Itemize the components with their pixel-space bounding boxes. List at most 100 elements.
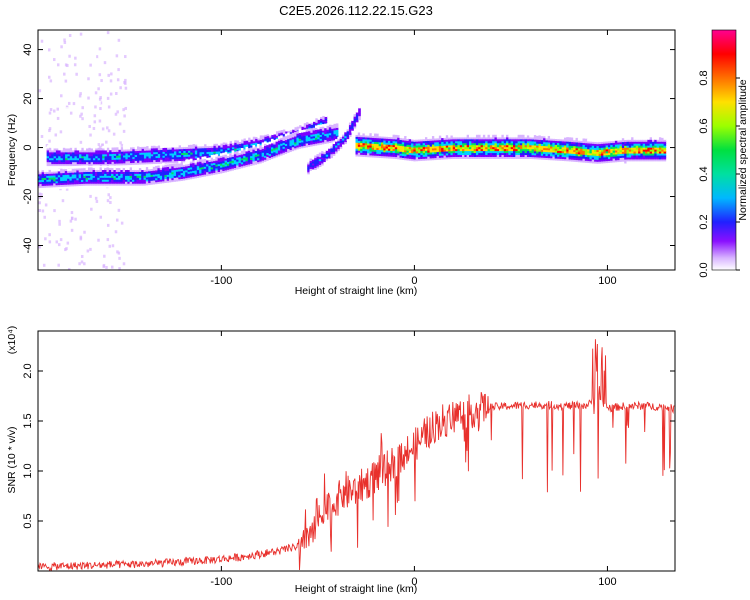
spectrogram-cell [259, 155, 262, 158]
spectrogram-cell [374, 145, 377, 148]
spectrogram-cell [167, 149, 170, 152]
spectrogram-cell [227, 143, 230, 147]
spectrogram-cell [580, 148, 583, 151]
spectrogram-cell [83, 171, 86, 175]
spectrogram-cell [406, 150, 410, 153]
spectrogram-cell [111, 153, 115, 157]
spectrogram-cell [97, 171, 100, 174]
spectrogram-cell [552, 149, 555, 153]
spectrogram-cell [99, 183, 103, 186]
spectrogram-cell [559, 160, 562, 163]
spectrogram-cell [76, 169, 79, 173]
snr-x-tick-label: 0 [411, 576, 417, 588]
spectrogram-cell [141, 146, 145, 149]
spectrogram-cell [53, 209, 56, 213]
spectrogram-cell [353, 121, 357, 125]
spectrogram-cell [376, 135, 379, 139]
spectrogram-cell [333, 127, 337, 131]
spectrogram-cell [658, 158, 662, 162]
spectrogram-cell [189, 159, 193, 162]
spectrogram-cell [155, 167, 158, 171]
spectrogram-cell [575, 145, 579, 149]
spectrogram-cell [529, 140, 532, 144]
spectrogram-cell [125, 167, 128, 171]
spectrogram-cell [206, 171, 209, 175]
spectrogram-cell [348, 132, 352, 135]
spectrogram-cell [238, 137, 242, 141]
spectrogram-cell [224, 165, 228, 169]
spectrogram-cell [385, 146, 389, 149]
spectrogram-cell [619, 153, 623, 157]
spectrogram-cell [118, 167, 121, 171]
spectrogram-cell [307, 169, 310, 173]
spectrogram-cell [206, 173, 209, 177]
spectrogram-cell [104, 149, 108, 153]
spectrogram-cell [190, 150, 193, 153]
spectrogram-cell [136, 158, 140, 161]
spectrogram-cell [120, 149, 124, 152]
snr-x-tick-label: -100 [210, 576, 232, 588]
spectrogram-cell [107, 105, 111, 109]
spectrogram-cell [269, 134, 272, 138]
spectrogram-cell [485, 148, 488, 152]
spectrogram-cell [457, 146, 461, 150]
spectrogram-cell [362, 134, 366, 138]
spectrogram-cell [413, 143, 417, 146]
spectrogram-cell [69, 159, 73, 163]
spectrogram-cell [113, 181, 117, 184]
spectrogram-cell [57, 170, 61, 174]
spectrogram-cell [291, 144, 295, 148]
spectrogram-cell [148, 172, 151, 176]
spectrogram-cell [487, 138, 491, 142]
spectrogram-cell [335, 137, 339, 140]
spectrogram-cell [438, 145, 442, 149]
spectrogram-cell [369, 135, 372, 138]
spectrogram-cell [138, 169, 142, 172]
spectrogram-cell [122, 167, 126, 171]
spectrogram-cell [92, 153, 96, 157]
spectrogram-cell [92, 161, 96, 165]
spectrogram-cell [182, 168, 186, 171]
spectrogram-cell [441, 153, 444, 156]
spectrogram-cell [531, 148, 535, 152]
spectrogram-cell [259, 135, 263, 138]
spectrogram-cell [210, 164, 214, 168]
spectrogram-cell [364, 134, 368, 138]
spectrogram-cell [533, 140, 537, 144]
spectrogram-cell [97, 181, 100, 184]
spectrogram-cell [113, 169, 117, 172]
spectrogram-cell [123, 152, 126, 156]
spectrogram-cell [106, 157, 110, 161]
spectrogram-cell [471, 156, 474, 159]
spectrogram-cell [197, 155, 200, 159]
spectrogram-cell [589, 148, 593, 152]
spectrogram-cell [333, 125, 337, 129]
spectrogram-cell [175, 163, 179, 166]
spectrogram-cell [411, 154, 414, 158]
spectrogram-cell [492, 156, 495, 159]
spectrogram-cell [60, 151, 64, 155]
spectrogram-cell [612, 161, 616, 165]
spectrogram-cell [360, 146, 363, 149]
spectrogram-cell [308, 144, 311, 147]
spectrogram-cell [192, 176, 195, 179]
spectrogram-cell [501, 150, 505, 154]
spectrogram-cell [65, 159, 68, 163]
spectrogram-cell [296, 146, 300, 150]
spectrogram-cell [554, 157, 558, 161]
spectrogram-cell [314, 143, 318, 146]
spectrogram-cell [466, 148, 470, 152]
spectrogram-cell [324, 131, 327, 135]
spectrogram-cell [364, 152, 368, 156]
spectrogram-cell [506, 138, 509, 142]
spectrogram-cell [162, 178, 165, 182]
spectrogram-cell [76, 185, 79, 189]
spectrogram-cell [192, 144, 196, 147]
spectrogram-cell [86, 159, 89, 163]
spectrogram-cell [40, 193, 43, 197]
spectrogram-cell [227, 151, 230, 154]
spectrogram-cell [341, 143, 345, 147]
spectrogram-cell [107, 129, 111, 133]
spectrogram-cell [90, 177, 93, 180]
spectrogram-cell [282, 146, 286, 149]
